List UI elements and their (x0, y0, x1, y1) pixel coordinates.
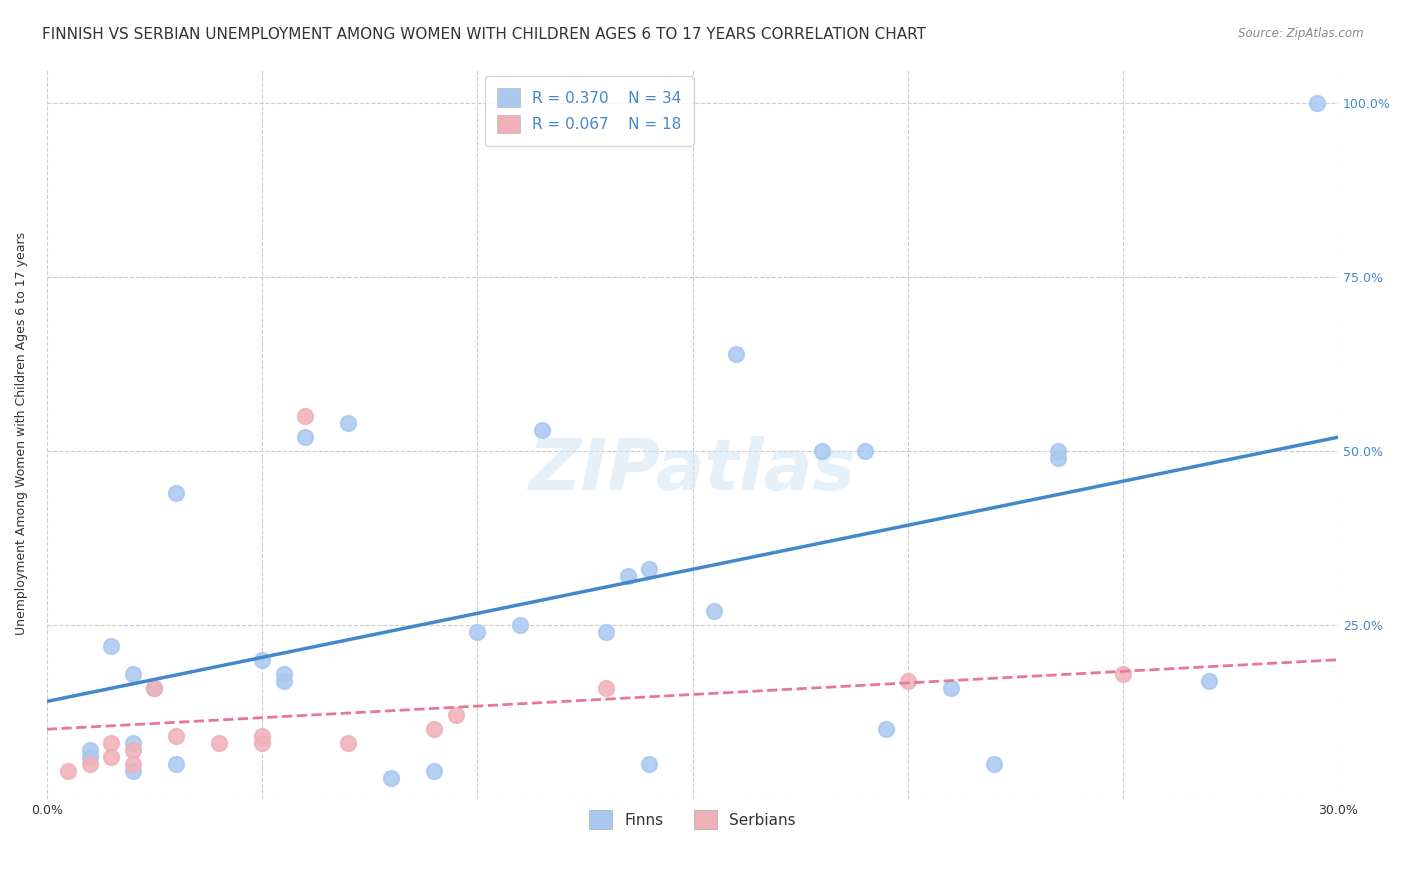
Point (143, 681, 166, 695)
Point (983, 757, 1005, 772)
Point (273, 666, 295, 681)
Point (1306, 96, 1329, 111)
Point (294, 409, 316, 424)
Point (875, 723, 897, 737)
Text: FINNISH VS SERBIAN UNEMPLOYMENT AMONG WOMEN WITH CHILDREN AGES 6 TO 17 YEARS COR: FINNISH VS SERBIAN UNEMPLOYMENT AMONG WO… (42, 27, 927, 42)
Point (703, 604, 725, 618)
Point (165, 729, 187, 743)
Point (465, 624, 488, 639)
Point (1047, 450, 1070, 465)
Legend: Finns, Serbians: Finns, Serbians (583, 805, 801, 835)
Point (121, 736, 143, 750)
Point (121, 666, 143, 681)
Point (444, 708, 467, 723)
Point (165, 485, 187, 500)
Point (79, 743, 101, 757)
Point (273, 673, 295, 688)
Point (100, 750, 122, 764)
Y-axis label: Unemployment Among Women with Children Ages 6 to 17 years: Unemployment Among Women with Children A… (15, 232, 28, 635)
Point (638, 562, 661, 576)
Point (724, 347, 747, 361)
Point (1198, 673, 1220, 688)
Point (939, 681, 962, 695)
Point (509, 618, 531, 632)
Point (250, 729, 273, 743)
Point (423, 764, 446, 778)
Point (121, 743, 143, 757)
Point (100, 736, 122, 750)
Point (1047, 444, 1070, 458)
Point (1112, 666, 1135, 681)
Point (165, 757, 187, 772)
Point (337, 736, 360, 750)
Point (121, 757, 143, 772)
Point (79, 750, 101, 764)
Point (810, 444, 832, 458)
Point (423, 723, 446, 737)
Point (79, 757, 101, 772)
Point (638, 757, 661, 772)
Point (100, 639, 122, 653)
Point (595, 624, 617, 639)
Point (143, 681, 166, 695)
Point (530, 423, 553, 437)
Point (337, 416, 360, 430)
Point (58, 764, 80, 778)
Point (853, 444, 876, 458)
Point (595, 681, 617, 695)
Point (294, 430, 316, 444)
Text: ZIPatlas: ZIPatlas (529, 435, 856, 505)
Point (121, 764, 143, 778)
Point (250, 653, 273, 667)
Point (897, 673, 920, 688)
Point (380, 771, 402, 785)
Point (208, 736, 231, 750)
Point (617, 569, 640, 583)
Text: Source: ZipAtlas.com: Source: ZipAtlas.com (1239, 27, 1364, 40)
Point (250, 736, 273, 750)
